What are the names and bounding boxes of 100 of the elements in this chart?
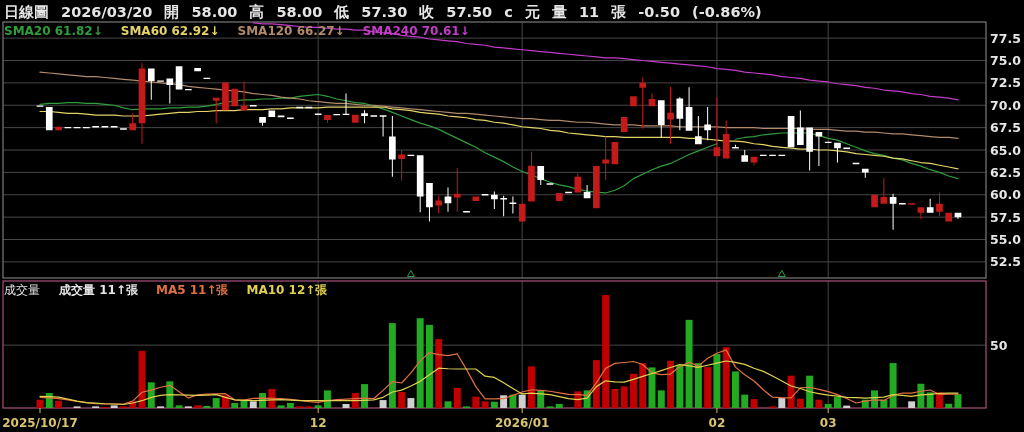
bar [602,294,610,408]
candlestick [222,82,229,111]
bar [481,401,489,408]
candlestick [667,86,674,144]
bar [175,405,183,408]
bar [416,318,424,408]
candlestick [593,166,600,209]
candlestick [555,192,563,202]
bar [435,339,443,408]
bar [444,401,452,408]
candlestick [639,77,647,129]
y-tick-label: 62.5 [990,164,1021,180]
y-tick-label: 77.5 [990,30,1021,46]
bar [55,400,63,408]
text: MA5 11↑張 [155,283,230,297]
bar [361,384,369,408]
bar [203,405,211,408]
bar [824,403,832,408]
bar [629,373,637,408]
y-tick-label: 57.5 [990,209,1021,225]
bar [110,405,118,408]
candlestick [212,97,220,124]
candlestick [416,155,424,213]
bar [945,403,953,408]
bar [212,398,220,408]
bar [231,402,239,408]
line-series [39,106,959,170]
bar [704,367,712,408]
bar [425,324,433,408]
candlestick [147,68,155,100]
text: SMA20 61.82↓ [4,24,103,38]
line-series [39,71,959,139]
bar [379,400,387,408]
candlestick [537,166,545,185]
bar [639,363,647,408]
candlestick [797,110,804,146]
y-tick-label: 65.0 [990,142,1022,158]
x-tick-label: 12 [309,416,327,430]
bar [249,401,257,408]
y-tick-label: 55.0 [990,232,1022,248]
bar [620,386,628,408]
candlestick [676,97,684,131]
candlestick [389,115,396,177]
candlestick [351,114,359,123]
bar [694,363,702,408]
bar [685,319,693,408]
bar [194,405,202,408]
text: SMA120 66.27↓ [237,24,345,38]
bar [277,405,285,408]
bar [722,347,730,408]
bar [490,401,498,408]
bar [509,394,517,408]
bar [806,375,814,408]
y-tick-label: 72.5 [990,75,1021,91]
candlestick [602,136,609,180]
candlestick [426,183,433,222]
y-tick-label: 60.0 [990,187,1022,203]
bar [611,389,619,408]
candlestick [806,127,813,171]
candlestick [741,150,749,162]
bar [731,371,739,408]
candlestick [398,150,405,181]
bar [323,390,331,408]
bar [518,394,526,408]
bar [889,363,897,408]
bar [500,395,508,408]
bar [815,399,823,408]
candlestick [574,173,582,193]
candlestick [704,107,711,141]
bar [713,354,721,408]
candlestick [926,198,934,213]
bar [453,388,461,408]
text: 成交量 11↑張 [58,283,139,297]
candlestick [379,115,387,137]
bar [398,392,406,408]
bar [555,403,563,408]
y-tick-label: 75.0 [990,52,1022,68]
y-tick-label: 67.5 [990,120,1021,136]
y-tick-label: 52.5 [990,254,1021,270]
bar [676,364,684,408]
candlestick [518,203,526,222]
bar [286,402,294,408]
x-tick-label: 2025/10/17 [2,416,78,430]
x-tick-label: 02 [708,416,726,430]
bar [908,401,916,408]
bar [472,396,480,408]
bar [833,397,841,408]
candlestick [324,115,331,123]
chart-title: 日線圖 2026/03/20 開 58.00 高 58.00 低 57.30 收 57.50 c 元 量 11 張 -0.50 (-0.86%) [4,3,762,20]
y-tick-label: 50 [990,337,1008,353]
y-tick-label: 70.0 [990,97,1022,113]
candlestick [815,132,823,167]
text: MA10 12↑張 [246,283,329,297]
bar [778,398,786,408]
chart-title: 成交量 [4,283,40,297]
candlestick [657,100,665,138]
candlestick [45,107,53,131]
candlestick [166,78,174,104]
bar [657,390,665,408]
candlestick [528,151,535,202]
